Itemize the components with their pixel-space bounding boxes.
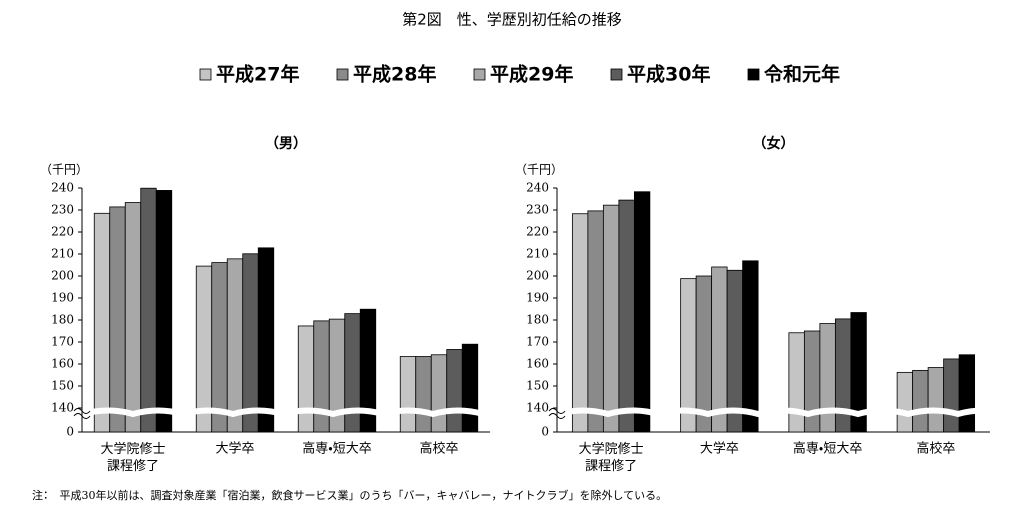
legend-swatch — [199, 68, 212, 81]
x-tick-label: 大学卒 — [215, 441, 254, 457]
bar — [344, 313, 361, 433]
bar — [788, 332, 805, 433]
bar — [461, 343, 479, 433]
axis-break-mark — [73, 408, 91, 419]
bar — [242, 253, 259, 433]
bar — [958, 354, 976, 433]
bar — [618, 199, 635, 433]
bar — [446, 349, 463, 433]
legend-label: 平成27年 — [216, 63, 299, 86]
y-tick-label: 240 — [51, 181, 74, 195]
y-tick-label: 210 — [526, 247, 549, 261]
y-tick-label: 210 — [51, 247, 74, 261]
bar — [850, 312, 867, 433]
y-tick-label: 190 — [526, 291, 549, 305]
y-tick-label: 160 — [526, 357, 549, 371]
y-tick-label: 0 — [541, 425, 549, 439]
legend-label: 平成30年 — [627, 63, 710, 86]
bar — [226, 258, 244, 433]
bar — [124, 202, 142, 433]
bar — [415, 356, 432, 433]
bar — [140, 187, 157, 433]
page-title: 第2図 性、学歴別初任給の推移 — [402, 11, 622, 29]
bar — [257, 247, 275, 433]
axis-break — [82, 407, 534, 418]
panel-title: （女） — [753, 135, 795, 152]
legend-swatch — [610, 68, 623, 81]
y-tick-label: 170 — [51, 335, 74, 349]
y-tick-label: 220 — [526, 225, 549, 239]
legend-swatch — [336, 68, 349, 81]
y-axis-label: （千円） — [515, 163, 563, 177]
y-tick-label: 200 — [526, 269, 549, 283]
y-tick-label: 150 — [526, 379, 549, 393]
bar — [803, 330, 821, 433]
y-tick-label: 240 — [526, 181, 549, 195]
x-tick-label: 高専・短大卒 — [302, 441, 371, 457]
y-tick-label: 150 — [51, 379, 74, 393]
bar — [109, 206, 126, 433]
y-tick-label: 0 — [66, 425, 74, 439]
bar — [297, 325, 315, 433]
y-tick-label: 140 — [51, 401, 74, 415]
y-tick-label: 170 — [526, 335, 549, 349]
axis-break — [557, 407, 1009, 418]
bar — [834, 318, 852, 433]
bar — [359, 308, 377, 433]
bar — [819, 323, 836, 433]
bar — [602, 204, 620, 433]
panel-title: （男） — [265, 136, 307, 152]
bar — [633, 191, 651, 433]
y-tick-label: 220 — [51, 225, 74, 239]
bar — [711, 266, 728, 433]
bar — [571, 213, 589, 433]
y-tick-label: 140 — [526, 401, 549, 415]
x-tick-label: 大学院修士課程修了 — [100, 441, 165, 474]
y-tick-label: 230 — [526, 203, 549, 217]
bar — [943, 358, 960, 433]
x-tick-label: 高専・短大卒 — [793, 441, 862, 457]
bar — [587, 210, 604, 433]
legend-label: 平成28年 — [353, 63, 436, 86]
x-tick-label: 大学卒 — [700, 441, 739, 457]
bar — [742, 260, 759, 433]
bar — [211, 262, 228, 433]
x-tick-label: 高校卒 — [419, 441, 458, 457]
bar — [93, 212, 111, 433]
x-tick-label: 大学院修士課程修了 — [579, 441, 644, 474]
bar — [695, 275, 713, 433]
bar — [430, 354, 448, 433]
y-tick-label: 200 — [51, 269, 74, 283]
legend-label: 平成29年 — [490, 63, 573, 86]
y-tick-label: 190 — [51, 291, 74, 305]
x-tick-label: 高校卒 — [916, 441, 955, 457]
bar — [155, 190, 173, 433]
footnote: 注： 平成30年以前は、調査対象産業「宿泊業，飲食サービス業」のうち「バー，キャ… — [32, 488, 667, 502]
legend-swatch — [747, 68, 760, 81]
bar — [912, 369, 929, 433]
y-tick-label: 160 — [51, 357, 74, 371]
y-tick-label: 180 — [526, 313, 549, 327]
bar — [927, 367, 945, 433]
axis-break-mark — [548, 408, 566, 419]
y-axis-label: （千円） — [40, 163, 88, 177]
bar — [399, 356, 417, 433]
legend-label: 令和元年 — [764, 63, 840, 86]
bar — [195, 265, 213, 433]
legend-swatch — [473, 68, 486, 81]
bar — [896, 371, 914, 433]
y-tick-label: 180 — [51, 313, 74, 327]
y-tick-label: 230 — [51, 203, 74, 217]
